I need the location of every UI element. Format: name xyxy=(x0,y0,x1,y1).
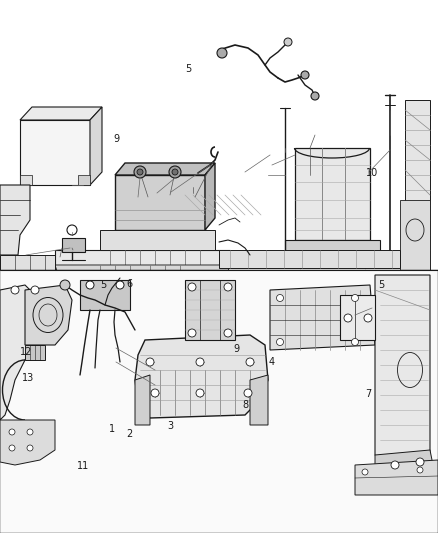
Circle shape xyxy=(362,469,368,475)
Polygon shape xyxy=(100,230,215,250)
Circle shape xyxy=(27,429,33,435)
Circle shape xyxy=(146,358,154,366)
Polygon shape xyxy=(0,185,30,255)
Circle shape xyxy=(134,166,146,178)
Polygon shape xyxy=(0,420,55,465)
Circle shape xyxy=(188,329,196,337)
Circle shape xyxy=(391,461,399,469)
Circle shape xyxy=(352,295,358,302)
Text: 3: 3 xyxy=(168,422,174,431)
Polygon shape xyxy=(20,107,102,120)
Circle shape xyxy=(417,467,423,473)
Circle shape xyxy=(244,389,252,397)
Circle shape xyxy=(364,314,372,322)
Circle shape xyxy=(86,281,94,289)
Text: 6: 6 xyxy=(126,279,132,288)
Text: 7: 7 xyxy=(365,390,371,399)
Polygon shape xyxy=(20,120,90,185)
Polygon shape xyxy=(135,335,268,418)
Text: 11: 11 xyxy=(77,462,89,471)
Circle shape xyxy=(276,338,283,345)
Polygon shape xyxy=(115,163,215,175)
Circle shape xyxy=(11,286,19,294)
Circle shape xyxy=(246,358,254,366)
Polygon shape xyxy=(405,100,430,270)
Polygon shape xyxy=(55,265,230,280)
Circle shape xyxy=(169,166,181,178)
Text: 2: 2 xyxy=(126,430,132,439)
Circle shape xyxy=(311,92,319,100)
Polygon shape xyxy=(400,200,430,270)
Circle shape xyxy=(188,283,196,291)
Circle shape xyxy=(116,281,124,289)
Circle shape xyxy=(284,38,292,46)
Polygon shape xyxy=(185,280,235,340)
Polygon shape xyxy=(285,240,380,255)
Polygon shape xyxy=(55,250,230,265)
Polygon shape xyxy=(250,375,268,425)
Circle shape xyxy=(352,338,358,345)
Text: 13: 13 xyxy=(22,374,35,383)
Circle shape xyxy=(31,286,39,294)
Polygon shape xyxy=(375,275,430,465)
Text: 5: 5 xyxy=(378,280,384,290)
Polygon shape xyxy=(5,280,50,300)
Circle shape xyxy=(60,280,70,290)
Polygon shape xyxy=(0,255,55,280)
Polygon shape xyxy=(20,175,32,185)
Polygon shape xyxy=(62,238,85,252)
Polygon shape xyxy=(115,175,205,230)
Text: 5: 5 xyxy=(100,280,106,290)
Polygon shape xyxy=(78,175,90,185)
Polygon shape xyxy=(0,285,40,420)
Text: 1: 1 xyxy=(109,424,115,434)
Circle shape xyxy=(9,429,15,435)
Polygon shape xyxy=(25,285,72,345)
Text: 8: 8 xyxy=(242,400,248,410)
Polygon shape xyxy=(80,280,130,310)
Circle shape xyxy=(27,445,33,451)
Text: 5: 5 xyxy=(185,64,191,74)
Text: 9: 9 xyxy=(113,134,119,143)
Polygon shape xyxy=(90,107,102,185)
Polygon shape xyxy=(205,163,215,230)
Circle shape xyxy=(416,458,424,466)
Text: 10: 10 xyxy=(366,168,378,178)
Text: 12: 12 xyxy=(20,347,32,357)
Text: 4: 4 xyxy=(268,358,275,367)
Circle shape xyxy=(276,295,283,302)
Polygon shape xyxy=(135,375,150,425)
Circle shape xyxy=(224,329,232,337)
Polygon shape xyxy=(355,460,438,495)
Circle shape xyxy=(172,169,178,175)
Circle shape xyxy=(344,314,352,322)
Polygon shape xyxy=(219,250,400,268)
Circle shape xyxy=(137,169,143,175)
Polygon shape xyxy=(340,295,375,340)
Polygon shape xyxy=(375,450,435,480)
Circle shape xyxy=(151,389,159,397)
Circle shape xyxy=(217,48,227,58)
Bar xyxy=(0,270,438,533)
Polygon shape xyxy=(270,285,375,350)
Circle shape xyxy=(224,283,232,291)
Circle shape xyxy=(9,445,15,451)
Circle shape xyxy=(301,71,309,79)
Polygon shape xyxy=(295,148,370,240)
Circle shape xyxy=(67,225,77,235)
Circle shape xyxy=(196,358,204,366)
Circle shape xyxy=(196,389,204,397)
Polygon shape xyxy=(25,345,45,360)
Text: 9: 9 xyxy=(233,344,240,354)
